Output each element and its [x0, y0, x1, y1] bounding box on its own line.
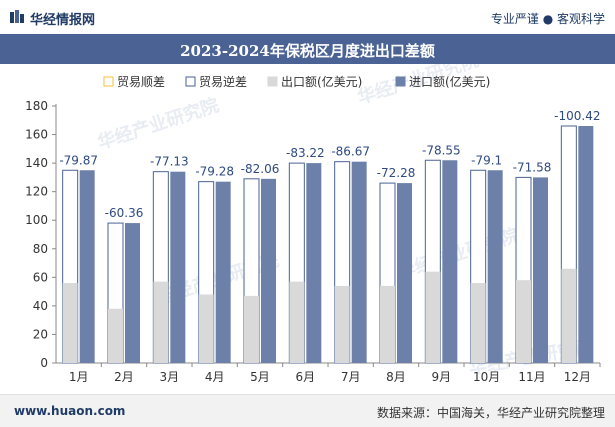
data-label: -79.87 [59, 153, 98, 167]
export-bar [153, 281, 169, 363]
chart-axes: 0 20 40 60 80 100 120 140 160 180 1月 2月 3月 4月 5月 6月 7月 8月… [25, 99, 601, 384]
chart-data-labels: -79.87 -60.36 -77.13 -79.28 -82.06 -83.22 -86.… [59, 109, 600, 220]
watermark-text: 华经产业研究院 [95, 94, 222, 154]
x-tick-label: 12月 [564, 370, 591, 384]
logo-icon [10, 10, 24, 23]
import-bar [442, 160, 458, 363]
chart-title: 2023-2024年保税区月度进出口差额 [180, 42, 435, 60]
data-label: -72.28 [377, 166, 416, 180]
legend-label: 贸易顺差 [117, 75, 165, 89]
x-tick-label: 5月 [250, 370, 270, 384]
legend-swatch [395, 76, 406, 87]
legend-label: 进口额(亿美元) [409, 74, 490, 89]
export-bar [334, 285, 350, 363]
export-bar [470, 283, 486, 363]
import-bar [533, 177, 548, 363]
import-bar [487, 170, 503, 363]
x-tick-label: 10月 [473, 370, 500, 384]
y-tick-label: 20 [33, 327, 48, 341]
legend-swatch [103, 76, 114, 87]
x-tick-label: 1月 [69, 370, 89, 384]
export-bar [62, 283, 78, 363]
y-tick-label: 0 [40, 356, 48, 370]
legend-label: 出口额(亿美元) [281, 74, 362, 89]
y-tick-label: 100 [25, 213, 48, 227]
footer-source: 数据来源：中国海关，华经产业研究院整理 [376, 406, 605, 420]
x-tick-label: 3月 [160, 370, 180, 384]
y-tick-label: 160 [25, 128, 48, 142]
export-bar [108, 308, 123, 363]
x-tick-label: 2月 [114, 370, 134, 384]
data-label: -78.55 [422, 143, 461, 157]
import-bar [306, 163, 322, 363]
import-bar [578, 125, 594, 363]
brand-name: 华经情报网 [30, 13, 96, 28]
legend-swatch [185, 76, 196, 87]
x-tick-label: 7月 [341, 370, 361, 384]
bar-chart: 华经产业研究院华经产业研究院华经产业研究院华经产业研究院华经产业研究院 贸易顺差… [25, 64, 601, 384]
x-tick-label: 9月 [432, 370, 452, 384]
chart-bars [62, 125, 594, 364]
import-bar [79, 170, 95, 363]
export-bar [198, 294, 214, 363]
y-tick-label: 180 [25, 99, 48, 113]
legend-swatch [267, 76, 278, 87]
legend-label: 贸易逆差 [199, 74, 247, 89]
data-label: -71.58 [513, 160, 552, 174]
data-label: -79.1 [471, 153, 502, 167]
data-label: -77.13 [150, 155, 189, 169]
y-tick-label: 120 [25, 185, 48, 199]
data-label: -82.06 [241, 162, 280, 176]
data-label: -86.67 [331, 145, 370, 159]
export-bar [244, 295, 259, 363]
import-bar [397, 183, 412, 363]
x-tick-label: 11月 [518, 370, 545, 384]
footer-url[interactable]: www.huaon.com [14, 404, 126, 418]
footer: www.huaon.com 数据来源：中国海关，华经产业研究院整理 [0, 394, 615, 427]
x-tick-label: 4月 [205, 370, 225, 384]
import-bar [351, 161, 367, 363]
export-bar [380, 285, 395, 363]
import-bar [170, 171, 186, 363]
data-label: -79.28 [195, 165, 234, 179]
y-tick-label: 40 [33, 299, 48, 313]
x-tick-label: 6月 [296, 370, 316, 384]
export-bar [425, 271, 441, 363]
chart-legend: 贸易顺差 贸易逆差 出口额(亿美元) 进口额(亿美元) [103, 74, 490, 89]
import-bar [261, 178, 276, 363]
export-bar [561, 268, 577, 363]
import-bar [215, 181, 231, 363]
data-label: -60.36 [105, 206, 144, 220]
data-label: -100.42 [554, 109, 600, 123]
x-tick-label: 8月 [386, 370, 406, 384]
y-tick-label: 80 [33, 242, 48, 256]
export-bar [516, 280, 531, 363]
y-tick-label: 60 [33, 270, 48, 284]
tagline: 专业严谨 ● 客观科学 [490, 12, 605, 26]
data-label: -83.22 [286, 146, 325, 160]
y-tick-label: 140 [25, 156, 48, 170]
top-bar: 华经情报网 专业严谨 ● 客观科学 [0, 0, 615, 34]
export-bar [289, 281, 305, 363]
title-bar: 2023-2024年保税区月度进出口差额 [0, 34, 615, 64]
import-bar [125, 223, 140, 363]
